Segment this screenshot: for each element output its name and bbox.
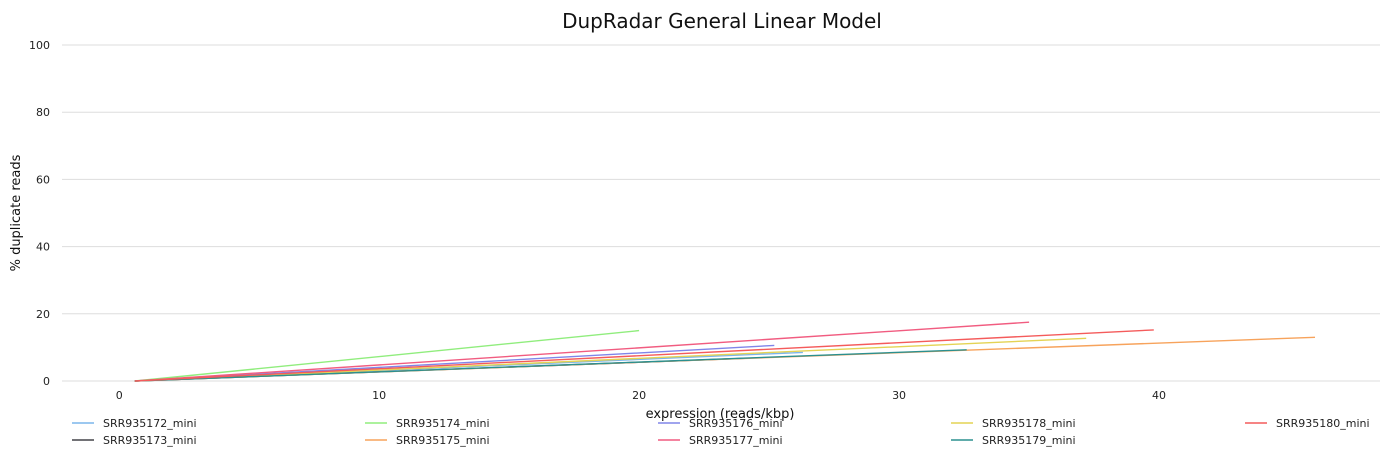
x-tick-label: 40 xyxy=(1152,389,1166,402)
legend-item[interactable]: SRR935179_mini xyxy=(951,434,1076,447)
series-line xyxy=(134,329,640,382)
y-tick-label: 100 xyxy=(29,39,50,52)
legend-item[interactable]: SRR935175_mini xyxy=(365,434,490,447)
x-axis-label: expression (reads/kbp) xyxy=(646,407,795,422)
x-tick-label: 0 xyxy=(116,389,123,402)
series-line xyxy=(134,349,967,382)
y-axis-label: % duplicate reads xyxy=(9,154,24,271)
series-layer xyxy=(134,321,1316,382)
chart-title: DupRadar General Linear Model xyxy=(562,9,882,33)
y-tick-label: 40 xyxy=(36,241,50,254)
legend-label: SRR935175_mini xyxy=(396,434,490,447)
legend-label: SRR935176_mini xyxy=(689,417,783,430)
legend: SRR935172_mini SRR935173_mini SRR935174_mi… xyxy=(72,417,1370,447)
y-tick-layer: 0 20 40 60 80 100 xyxy=(29,39,50,388)
y-tick-label: 80 xyxy=(36,106,50,119)
series-line xyxy=(134,329,1154,382)
series-line xyxy=(134,321,1030,382)
y-tick-label: 60 xyxy=(36,173,50,186)
legend-label: SRR935180_mini xyxy=(1276,417,1370,430)
legend-item[interactable]: SRR935176_mini xyxy=(658,417,783,430)
legend-label: SRR935177_mini xyxy=(689,434,783,447)
grid-layer xyxy=(62,44,1380,382)
legend-item[interactable]: SRR935177_mini xyxy=(658,434,783,447)
x-tick-label: 10 xyxy=(372,389,386,402)
legend-item[interactable]: SRR935174_mini xyxy=(365,417,490,430)
x-tick-label: 30 xyxy=(892,389,906,402)
legend-label: SRR935174_mini xyxy=(396,417,490,430)
legend-item[interactable]: SRR935180_mini xyxy=(1245,417,1370,430)
legend-label: SRR935178_mini xyxy=(982,417,1076,430)
x-tick-layer: 0 10 20 30 40 xyxy=(116,389,1166,402)
legend-label: SRR935172_mini xyxy=(103,417,197,430)
series-line xyxy=(134,337,1087,382)
legend-item[interactable]: SRR935173_mini xyxy=(72,434,197,447)
legend-item[interactable]: SRR935172_mini xyxy=(72,417,197,430)
legend-item[interactable]: SRR935178_mini xyxy=(951,417,1076,430)
y-tick-label: 20 xyxy=(36,308,50,321)
legend-label: SRR935173_mini xyxy=(103,434,197,447)
x-tick-label: 20 xyxy=(632,389,646,402)
legend-label: SRR935179_mini xyxy=(982,434,1076,447)
y-tick-label: 0 xyxy=(43,375,50,388)
